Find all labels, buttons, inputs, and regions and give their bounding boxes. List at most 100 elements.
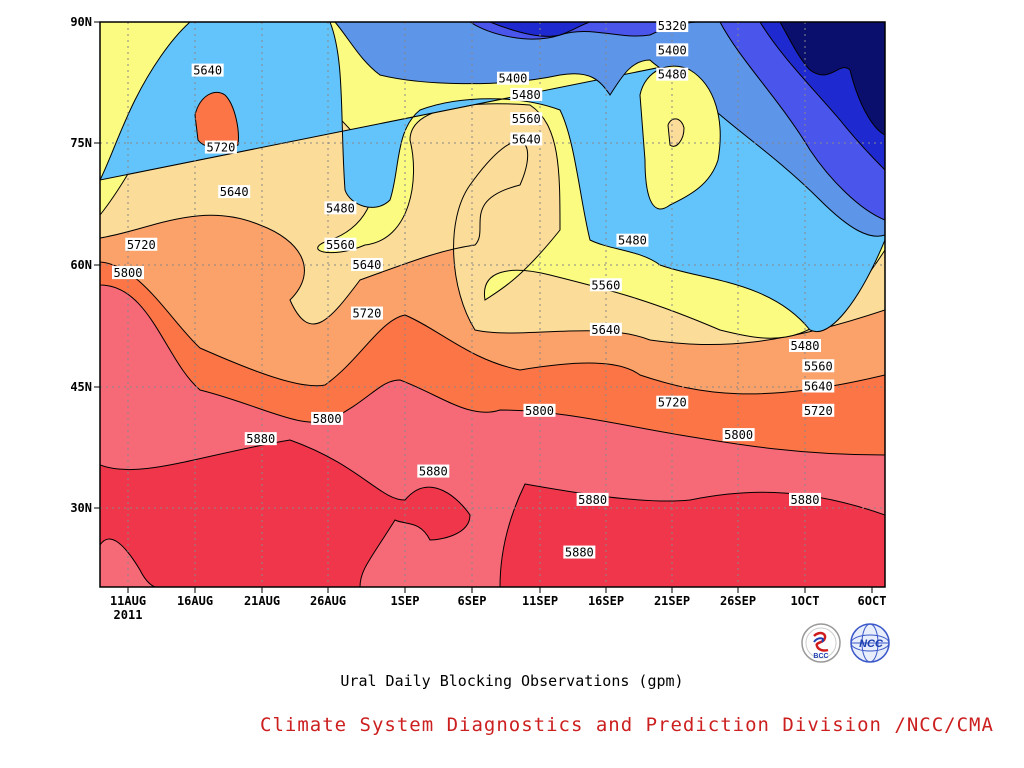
contour-label-5640: 5640 [510,132,543,146]
contour-label-text: 5640 [591,323,620,337]
contour-label-text: 5480 [791,339,820,353]
contour-label-text: 5720 [352,307,381,321]
contour-label-5480: 5480 [510,87,543,102]
contour-label-background [218,185,251,199]
contour-label-background [204,140,237,154]
contour-label-5720: 5720 [204,140,237,155]
contour-label-5560: 5560 [324,237,357,252]
contour-label-5480: 5480 [789,339,821,353]
contour-label-background [311,411,344,425]
plot-frame [99,21,886,588]
contour-label-5880: 5880 [563,545,596,560]
contour-label-background [125,237,158,251]
contour-label-text: 5800 [724,428,753,442]
chart-title: Ural Daily Blocking Observations (gpm) [340,672,684,690]
fill-band-lowest [779,22,885,136]
contour-label-text: 5480 [618,234,647,248]
x-tick-label-11sep: 11SEP [522,594,558,608]
contour-label-background [496,71,529,85]
contour-label-text: 5880 [578,493,607,507]
contour-label-5800: 5800 [112,266,144,280]
contour-label-background [656,395,689,409]
contour-label-text: 5720 [127,238,156,252]
contour-label-5720: 5720 [656,395,689,410]
contour-label-background [563,545,596,559]
contour-label-5880: 5880 [789,492,821,507]
contour-label-5720: 5720 [125,237,158,252]
contour-label-5880: 5880 [576,492,609,507]
contour-label-5640: 5640 [589,322,622,337]
contour-label-5800: 5800 [523,403,556,418]
ncc-logo-text: NCC [859,638,884,650]
contour-label-background [576,492,609,506]
contour-label-background [656,67,689,81]
contour-label-text: 5640 [804,380,833,394]
contour-labels-layer: 5320 5400 5480 5400 5480 5560 5640 5640 5720 5640… [112,19,835,560]
contour-label-5640: 5640 [802,379,835,394]
contour-label-background [802,379,835,393]
contour-label-background [589,278,622,292]
ncc-logo: NCC [850,623,890,663]
contour-label-background [191,63,224,77]
contour-label-text: 5640 [193,64,222,78]
contour-label-text: 5880 [791,493,820,507]
contour-label-5640: 5640 [218,185,251,199]
contour-label-5480: 5480 [616,233,649,248]
logos: BCC NCC [801,623,890,663]
contour-label-text: 5720 [206,141,235,155]
x-tick-label-6sep: 6SEP [458,594,487,608]
contour-label-5720: 5720 [802,403,835,418]
y-tick-label-30n: 30N [70,501,92,515]
contour-label-5400: 5400 [656,43,689,57]
contour-label-5560: 5560 [589,278,622,292]
contour-label-text: 5880 [246,432,275,446]
contour-label-text: 5640 [512,132,541,146]
contour-label-text: 5640 [352,258,381,272]
y-tick-label-60n: 60N [70,258,92,272]
bcc-logo: BCC [801,623,841,663]
x-tick-label-26aug: 26AUG [310,594,346,608]
x-tick-label-6oct: 6OCT [858,594,887,608]
contour-label-background [510,132,543,146]
contour-label-text: 5800 [525,404,554,418]
contour-label-background [324,237,357,251]
contour-label-5640: 5640 [350,258,383,272]
y-tick-label-75n: 75N [70,136,92,150]
contour-label-text: 5880 [419,465,448,479]
contour-label-text: 5720 [658,396,687,410]
y-tick-label-45n: 45N [70,380,92,394]
contour-label-text: 5400 [499,72,528,86]
contour-label-background [802,359,835,373]
contour-label-background [656,43,689,57]
contour-label-background [324,201,357,215]
contour-label-background [112,266,144,280]
contour-label-5720: 5720 [350,306,383,321]
grid-layer [100,22,885,587]
contour-label-background [350,258,383,271]
contour-label-text: 5640 [220,185,249,199]
contour-label-5640: 5640 [191,63,224,78]
x-tick-label-year: 2011 [114,608,143,622]
y-axis: 90N 75N 60N 45N 30N [70,15,100,515]
fill-band-5320 [334,22,885,237]
x-tick-label-1sep: 1SEP [391,594,420,608]
contour-label-background [616,233,649,247]
contour-label-5880: 5880 [417,464,450,479]
contour-label-5560: 5560 [510,112,543,126]
contour-label-text: 5480 [512,88,541,102]
contour-label-background [510,87,543,101]
contour-label-background [417,464,450,478]
contour-label-text: 5560 [512,112,541,126]
contour-label-background [510,112,543,126]
contour-label-5560: 5560 [802,359,835,373]
contour-label-background [244,432,277,446]
x-tick-label-21sep: 21SEP [654,594,690,608]
contour-label-text: 5800 [114,266,143,280]
x-tick-label-26sep: 26SEP [720,594,756,608]
contour-label-text: 5480 [658,68,687,82]
x-tick-label-16sep: 16SEP [588,594,624,608]
contour-label-background [656,19,689,33]
contour-label-text: 5400 [658,43,687,57]
contour-label-text: 5320 [658,19,687,33]
